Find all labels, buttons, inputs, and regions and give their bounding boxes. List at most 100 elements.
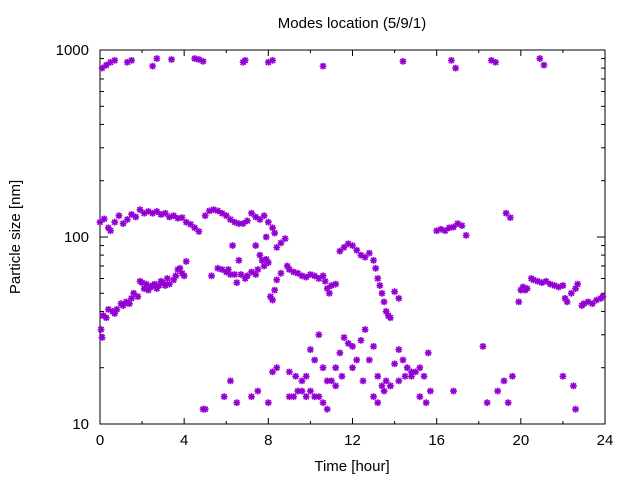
data-point: [180, 272, 188, 280]
data-point: [572, 405, 579, 413]
data-point: [241, 56, 249, 64]
data-point: [353, 356, 361, 364]
data-point: [416, 393, 424, 401]
data-point: [494, 387, 502, 395]
data-point: [271, 286, 279, 294]
data-point: [523, 285, 531, 292]
data-point: [111, 310, 119, 317]
data-point: [315, 275, 323, 282]
data-point: [123, 216, 131, 223]
data-point: [311, 272, 319, 280]
data-point: [307, 346, 314, 353]
data-point: [540, 61, 548, 69]
data-points: [96, 55, 607, 413]
data-point: [138, 279, 146, 287]
data-point: [264, 399, 272, 407]
data-point: [311, 393, 319, 401]
data-point: [96, 218, 104, 226]
data-point: [502, 209, 510, 217]
data-point: [99, 312, 107, 319]
data-point: [233, 399, 241, 407]
data-point: [338, 372, 346, 380]
data-point: [277, 239, 285, 247]
data-point: [262, 233, 270, 241]
data-point: [319, 399, 327, 407]
data-point: [395, 294, 403, 302]
data-point: [105, 306, 112, 313]
data-point: [102, 61, 110, 69]
data-point: [195, 228, 203, 235]
data-point: [182, 258, 190, 265]
data-point: [168, 56, 175, 63]
data-point: [201, 405, 209, 413]
data-point: [319, 62, 327, 70]
data-point: [349, 242, 356, 249]
data-point: [174, 214, 182, 222]
chart-title: Modes location (5/9/1): [278, 15, 426, 32]
data-point: [111, 56, 119, 64]
data-point: [445, 224, 453, 232]
data-point: [233, 279, 241, 287]
data-point: [273, 243, 281, 251]
data-point: [487, 56, 495, 64]
data-point: [166, 213, 173, 221]
data-point: [157, 211, 165, 218]
data-point: [166, 280, 173, 288]
data-point: [151, 280, 159, 288]
data-point: [97, 326, 105, 333]
data-point: [262, 255, 270, 263]
data-point: [382, 308, 390, 315]
data-point: [218, 266, 226, 273]
data-point: [187, 220, 194, 228]
data-point: [551, 282, 558, 289]
data-point: [447, 56, 455, 64]
data-point: [344, 240, 352, 248]
data-point: [258, 256, 266, 264]
data-point: [267, 293, 274, 301]
data-point: [248, 268, 255, 276]
data-point: [269, 368, 276, 376]
data-point: [144, 286, 152, 294]
x-tick-label: 0: [96, 432, 104, 449]
data-point: [227, 216, 234, 223]
data-point: [128, 294, 135, 302]
data-point: [412, 368, 420, 376]
data-point: [559, 282, 567, 289]
data-point: [361, 326, 369, 333]
data-point: [319, 364, 327, 372]
data-point: [534, 277, 542, 285]
data-point: [399, 356, 407, 364]
data-point: [290, 268, 297, 276]
x-axis-label: Time [hour]: [314, 458, 389, 475]
data-point: [462, 231, 470, 239]
data-point: [437, 225, 445, 233]
data-point: [227, 377, 234, 385]
data-point: [332, 364, 340, 372]
data-point: [144, 208, 152, 215]
data-point: [374, 399, 382, 407]
data-point: [260, 262, 268, 270]
data-point: [285, 368, 293, 376]
data-point: [376, 282, 384, 289]
data-point: [574, 280, 582, 288]
axis-ticks: 0 4 8 12 16 20 24 10 100 1000: [56, 42, 614, 449]
data-point: [206, 207, 213, 215]
data-point: [214, 264, 222, 272]
data-point: [170, 276, 178, 284]
data-point: [546, 280, 554, 288]
data-point: [252, 213, 260, 221]
data-point: [271, 229, 279, 237]
x-tick-label: 20: [512, 432, 529, 449]
data-point: [229, 242, 236, 249]
data-point: [519, 283, 527, 291]
data-point: [254, 387, 262, 395]
data-point: [269, 296, 276, 304]
data-point: [559, 372, 567, 380]
data-point: [248, 209, 255, 217]
data-point: [506, 214, 514, 221]
data-point: [172, 272, 180, 280]
data-point: [380, 298, 388, 306]
data-point: [264, 218, 272, 226]
data-point: [588, 300, 596, 308]
data-point: [126, 300, 133, 308]
